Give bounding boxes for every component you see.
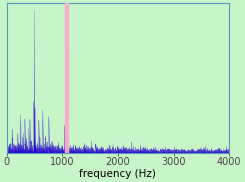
Bar: [65, 3, 68, 153]
X-axis label: frequency (Hz): frequency (Hz): [79, 169, 156, 179]
